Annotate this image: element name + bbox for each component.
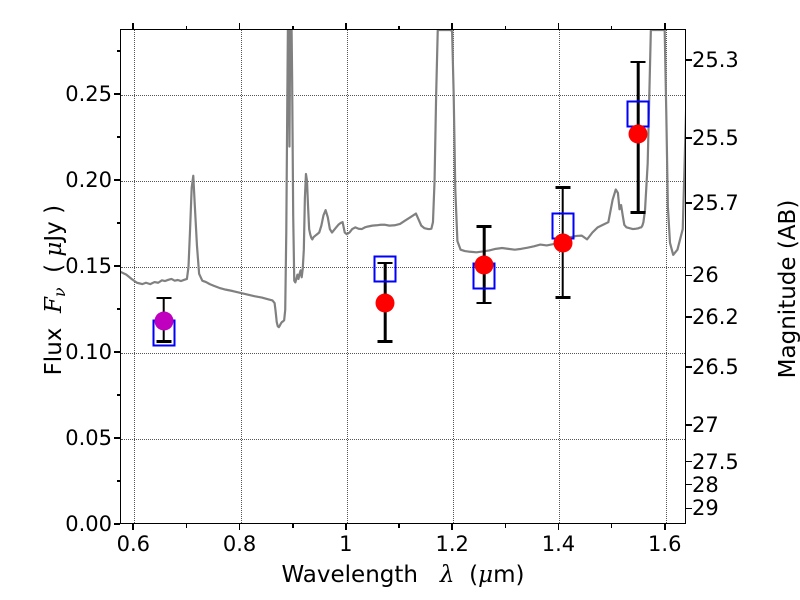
x-axis-tick — [345, 524, 347, 530]
x-axis-minor-tick-top — [398, 25, 400, 29]
x-axis-tick-top — [132, 23, 135, 29]
y-axis-ticklabel-left: 0.05 — [65, 425, 112, 450]
y-axis-tick-right — [686, 316, 692, 318]
y-axis-tick-right — [686, 366, 692, 368]
y-axis-tick-left — [114, 351, 120, 353]
error-bar-cap — [476, 225, 492, 228]
y-axis-tick-left — [114, 437, 120, 439]
error-bar-cap — [377, 340, 393, 343]
y-axis-ticklabel-left: 0.15 — [65, 253, 112, 278]
x-axis-minor-tick-top — [291, 25, 294, 29]
x-axis-tick-top — [238, 23, 241, 29]
x-axis-ticklabel: 0.6 — [116, 532, 150, 556]
plot-area — [120, 29, 686, 524]
model-photometry-marker — [373, 255, 397, 283]
y-axis-tick-left — [114, 93, 120, 95]
y-axis-ticklabel-right: 29 — [692, 496, 719, 521]
y-axis-minor-tick-left — [116, 136, 120, 138]
error-bar-cap — [555, 296, 571, 299]
x-axis-label-unit: (μm) — [469, 562, 525, 588]
observed-photometry-marker — [628, 124, 648, 144]
x-axis-tick — [557, 524, 560, 530]
y-axis-minor-tick-left — [116, 480, 120, 482]
y-axis-ticklabel-right: 27.5 — [692, 449, 739, 474]
model-photometry-marker — [626, 100, 650, 128]
y-axis-ticklabel-right: 27 — [692, 413, 719, 437]
x-axis-minor-tick — [185, 524, 188, 528]
y-axis-tick-right — [686, 59, 692, 61]
error-bar-cap — [377, 261, 393, 265]
x-axis-tick-top — [663, 23, 666, 29]
error-bar-cap — [555, 186, 571, 190]
x-axis-tick — [663, 524, 666, 530]
x-axis-tick — [451, 524, 453, 530]
observed-photometry-marker — [375, 293, 395, 313]
x-axis-minor-tick-top — [185, 25, 188, 29]
error-bar-cap — [630, 211, 646, 214]
y-axis-tick-right — [686, 201, 692, 204]
x-axis-minor-tick — [504, 524, 507, 528]
spectrum-path — [121, 30, 685, 329]
y-axis-tick-left — [114, 523, 120, 525]
model-spectrum-curve — [121, 30, 685, 329]
y-axis-label-right: Magnitude (AB) — [775, 199, 800, 379]
y-axis-ticklabel-right: 26 — [692, 263, 719, 288]
y-axis-tick-right — [686, 507, 692, 510]
y-axis-ticklabel-right: 26.2 — [692, 305, 739, 330]
y-axis-ticklabel-right: 26.5 — [692, 355, 739, 380]
x-axis-minor-tick-top — [504, 25, 507, 29]
observed-photometry-marker — [553, 233, 573, 253]
y-axis-minor-tick-left — [116, 394, 120, 396]
y-axis-ticklabel-right: 25.3 — [692, 47, 739, 72]
y-axis-minor-tick-left — [116, 222, 120, 224]
y-axis-tick-right — [686, 274, 692, 277]
x-axis-tick-top — [451, 23, 453, 29]
x-axis-minor-tick-top — [610, 25, 613, 29]
x-axis-ticklabel: 1 — [339, 532, 353, 556]
x-axis-ticklabel: 1.2 — [435, 532, 469, 556]
x-axis-tick — [132, 524, 135, 530]
y-axis-tick-left — [114, 265, 120, 267]
x-axis-label: Wavelength λ (μm) — [120, 562, 686, 588]
y-axis-tick-left — [114, 179, 120, 181]
x-axis-ticklabel: 1.6 — [648, 532, 682, 556]
y-axis-ticklabel-left: 0.20 — [65, 167, 112, 192]
x-axis-label-symbol: λ — [425, 562, 462, 588]
y-axis-minor-tick-left — [116, 50, 120, 52]
x-axis-tick-top — [345, 23, 347, 29]
y-axis-tick-right — [686, 483, 692, 486]
observed-photometry-marker — [154, 311, 174, 331]
error-bar-cap — [156, 296, 172, 300]
x-axis-ticklabel: 1.4 — [541, 532, 576, 556]
y-axis-ticklabel-right: 25.5 — [692, 125, 739, 150]
x-axis-ticklabel: 0.8 — [222, 532, 257, 556]
y-axis-label-flux-text: Flux — [40, 327, 67, 376]
y-axis-label-symbol: Fν — [40, 287, 70, 321]
x-axis-tick — [238, 524, 241, 530]
y-axis-tick-right — [686, 460, 692, 463]
y-axis-minor-tick-left — [116, 308, 120, 310]
y-axis-ticklabel-right: 25.7 — [692, 190, 739, 215]
y-axis-label-unit: ( μJy ) — [40, 204, 67, 273]
error-bar-cap — [476, 301, 492, 305]
y-axis-ticklabel-left: 0.00 — [65, 512, 112, 536]
observed-photometry-marker — [474, 255, 494, 275]
x-axis-minor-tick — [398, 524, 400, 528]
y-axis-ticklabel-left: 0.10 — [65, 339, 112, 364]
y-axis-ticklabel-right: 28 — [692, 472, 719, 497]
x-axis-tick-top — [557, 23, 560, 29]
y-axis-tick-right — [686, 137, 692, 139]
y-axis-ticklabel-left: 0.25 — [65, 81, 112, 106]
error-bar-cap — [156, 340, 172, 343]
x-axis-label-text: Wavelength — [281, 562, 418, 588]
x-axis-minor-tick — [291, 524, 294, 528]
error-bar-cap — [630, 60, 646, 64]
x-axis-minor-tick — [610, 524, 613, 528]
y-axis-tick-right — [686, 424, 692, 426]
y-axis-label-left: Flux Fν ( μJy ) — [41, 140, 69, 440]
